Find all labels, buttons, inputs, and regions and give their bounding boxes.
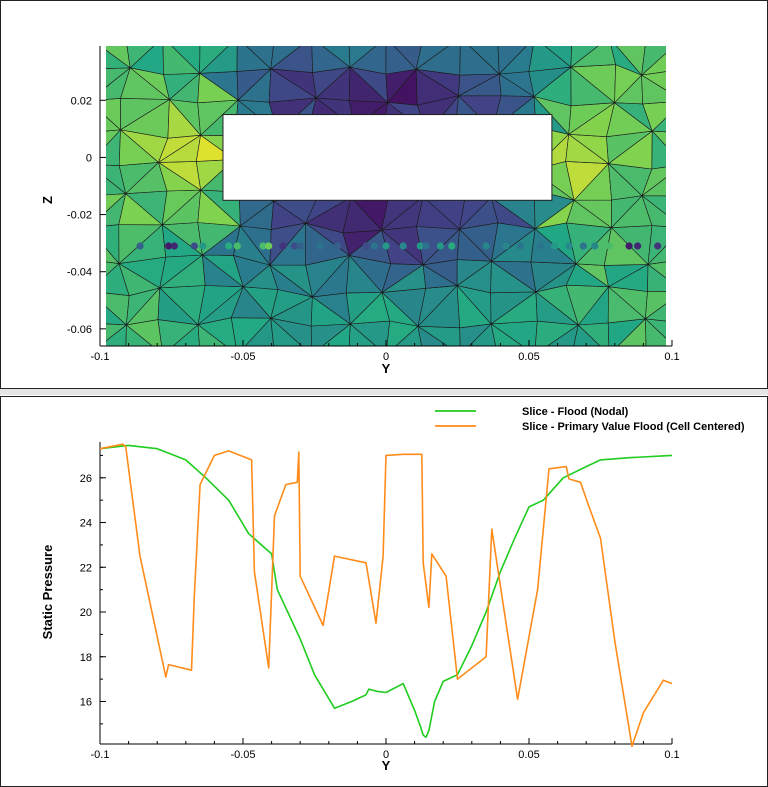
probe-point	[290, 242, 299, 250]
mesh-cell	[106, 129, 122, 146]
panel-divider	[0, 389, 768, 395]
mesh-cell	[641, 166, 666, 197]
probe-point	[233, 242, 241, 250]
probe-point	[579, 242, 587, 250]
probe-points	[106, 242, 666, 250]
mesh-cell	[651, 130, 666, 147]
legend-label-nodal: Slice - Flood (Nodal)	[522, 406, 629, 418]
mesh-cell	[651, 130, 666, 170]
probe-point	[382, 242, 390, 250]
probe-point	[634, 242, 642, 250]
y-ticks: 0.02 0 -0.02 -0.04 -0.06	[67, 95, 106, 336]
y-axis-title: Static Pressure	[40, 545, 55, 640]
x-tick-label: 0.1	[664, 351, 679, 363]
probe-point	[422, 242, 430, 250]
x-tick-label: 0	[383, 351, 389, 363]
probe-point	[316, 242, 324, 250]
y-tick-label: -0.06	[67, 324, 92, 336]
probe-point	[265, 242, 273, 250]
x-axis-title: Y	[382, 361, 391, 376]
probe-point	[296, 242, 304, 250]
probe-point	[565, 242, 573, 250]
probe-point	[279, 242, 287, 250]
x-tick-label: 0	[383, 749, 389, 761]
mesh-cell	[106, 261, 120, 276]
legend-label-cell-centered: Slice - Primary Value Flood (Cell Center…	[522, 421, 745, 433]
probe-point	[665, 244, 666, 248]
probe-point	[654, 242, 662, 250]
y-tick-label: 20	[80, 607, 92, 619]
contour-plot: -0.1 -0.05 0 0.05 0.1 0.02 0 -0.02 -0.04 -0.06 Y…	[40, 46, 680, 376]
probe-point	[502, 242, 510, 250]
mesh-cell	[199, 46, 229, 75]
probe-point	[448, 242, 456, 250]
y-tick-label: 0	[86, 152, 92, 164]
mesh-cell	[126, 46, 155, 69]
y-tick-label: 22	[80, 562, 92, 574]
x-tick-label: -0.1	[91, 351, 110, 363]
x-ticks: -0.1 -0.05 0 0.05 0.1	[91, 738, 680, 761]
probe-point	[625, 242, 633, 250]
mesh-cell	[415, 46, 449, 71]
probe-point	[416, 242, 424, 250]
y-tick-label: 18	[80, 652, 92, 664]
x-tick-label: 0.05	[518, 351, 539, 363]
probe-point	[165, 242, 173, 250]
x-axis-title: Y	[382, 758, 391, 773]
y-axis-title: Z	[40, 196, 55, 204]
probe-point	[362, 242, 370, 250]
y-ticks: 16 18 20 22 24 26	[80, 454, 106, 725]
y-tick-label: 0.02	[71, 95, 92, 107]
x-tick-label: -0.1	[91, 749, 110, 761]
probe-point	[591, 242, 599, 250]
probe-point	[482, 242, 490, 250]
y-tick-label: -0.04	[67, 267, 92, 279]
series-nodal-line	[99, 444, 673, 739]
probe-point	[536, 242, 545, 250]
probe-point	[333, 242, 341, 250]
probe-point	[170, 242, 178, 250]
probe-point	[399, 242, 407, 250]
mesh-cell	[270, 46, 301, 70]
probe-point	[436, 242, 444, 250]
probe-point	[370, 242, 379, 250]
x-tick-label: -0.05	[230, 749, 255, 761]
y-tick-label: 26	[80, 473, 92, 485]
mesh-cell	[497, 46, 527, 75]
mesh-cell	[348, 46, 377, 68]
probe-point	[106, 244, 107, 248]
probe-point	[225, 242, 233, 250]
y-tick-label: 16	[80, 696, 92, 708]
probe-point	[199, 242, 207, 250]
series-cell-centered-line	[99, 443, 673, 747]
x-tick-label: -0.05	[230, 351, 255, 363]
probe-point	[516, 242, 525, 250]
probe-point	[605, 242, 613, 250]
legend: Slice - Flood (Nodal) Slice - Primary Va…	[435, 406, 745, 433]
mesh-cell	[641, 46, 666, 76]
probe-point	[259, 242, 267, 250]
mesh-cell	[570, 46, 599, 68]
x-tick-label: 0.1	[664, 749, 679, 761]
x-ticks: -0.1 -0.05 0 0.05 0.1	[91, 340, 680, 363]
x-tick-label: 0.05	[518, 749, 539, 761]
y-tick-label: -0.02	[67, 210, 92, 222]
probe-point	[190, 242, 198, 250]
probe-point	[551, 242, 559, 250]
y-tick-label: 24	[80, 518, 92, 530]
obstacle-cutout	[222, 114, 553, 201]
series-lines	[99, 443, 673, 747]
probe-point	[136, 242, 144, 250]
